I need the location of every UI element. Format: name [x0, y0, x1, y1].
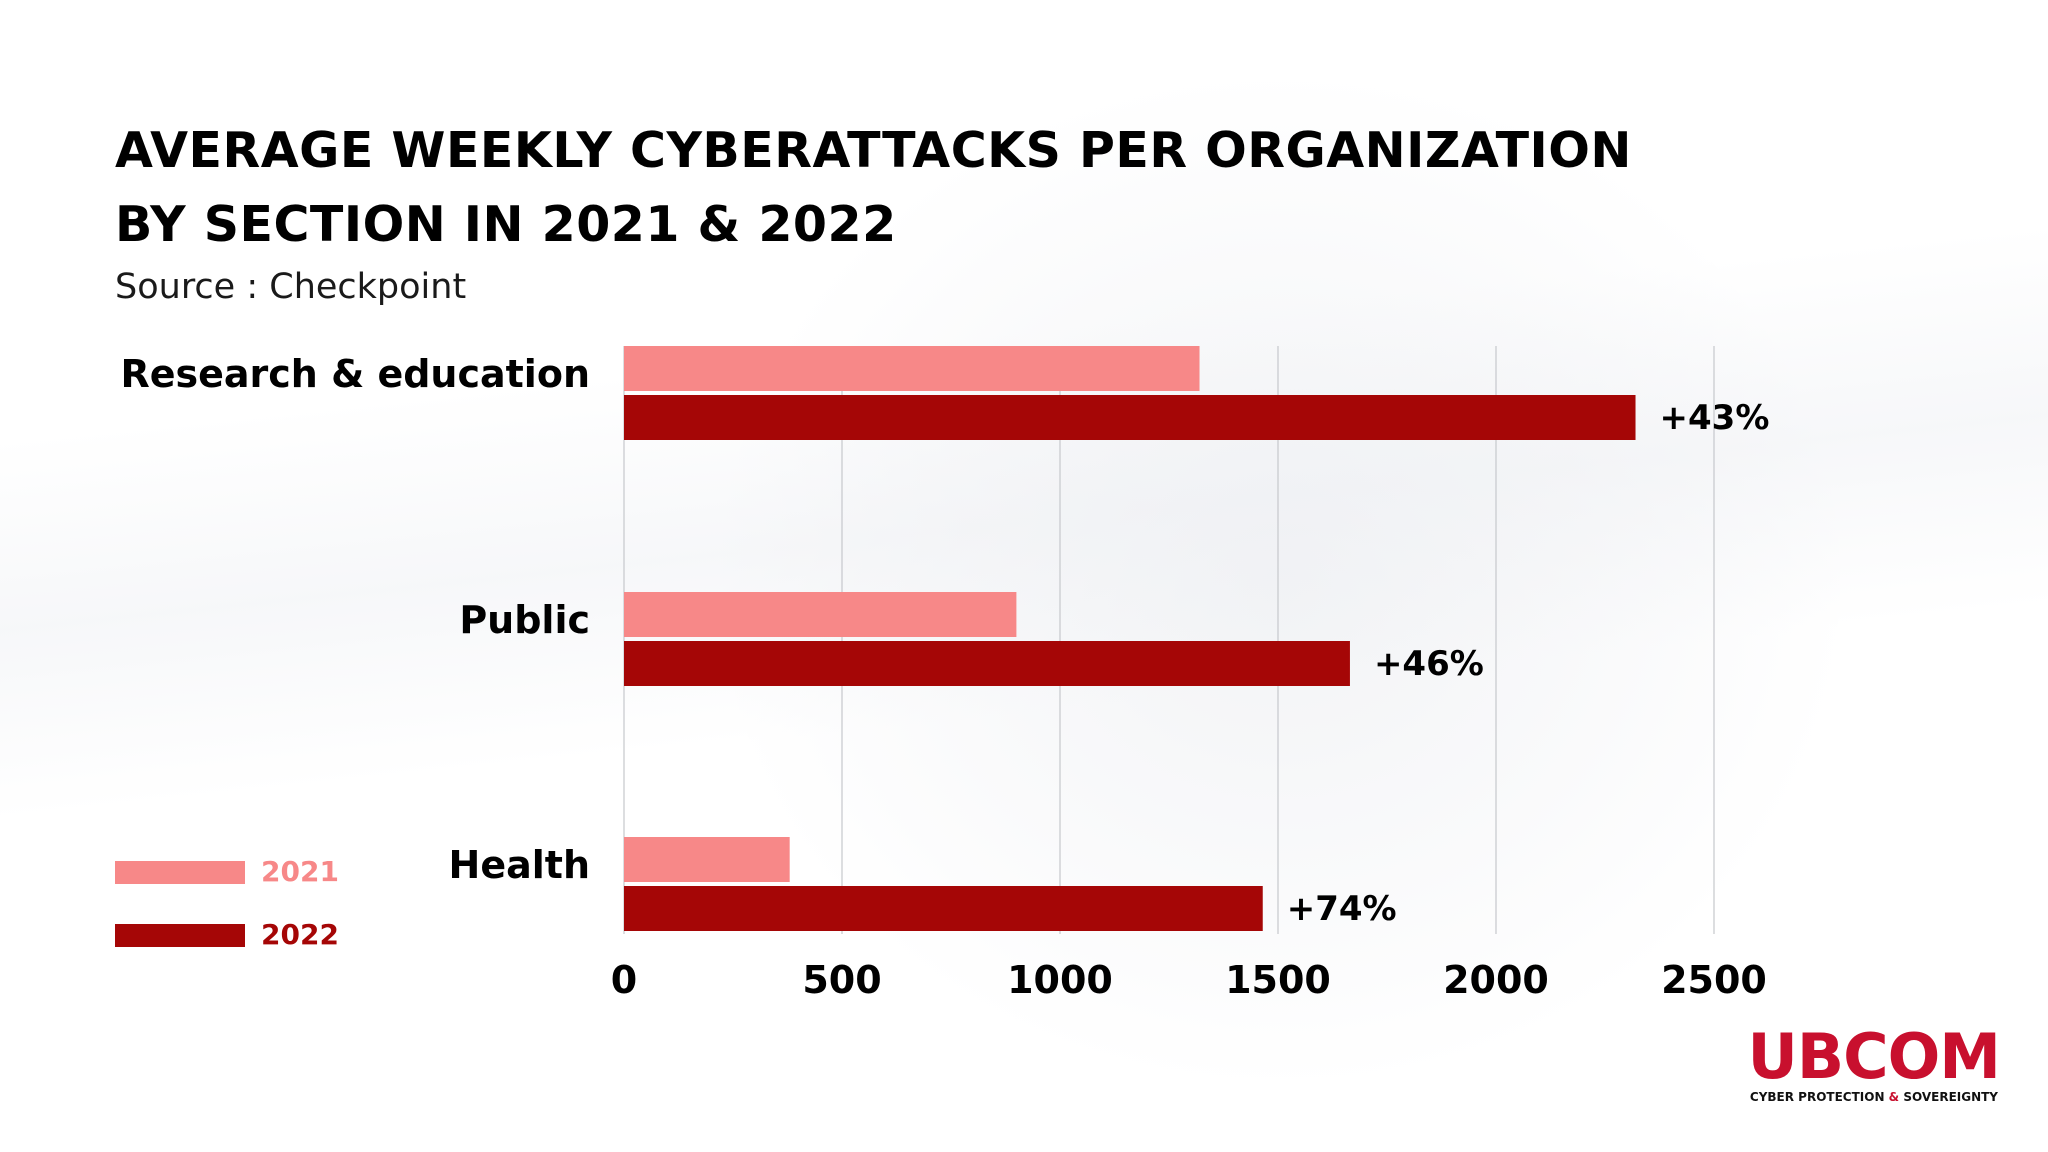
- x-tick-label-5: 2500: [1661, 958, 1767, 1002]
- bar-2022-0: [624, 395, 1636, 440]
- x-tick-label-3: 1500: [1225, 958, 1331, 1002]
- logo-tagline: CYBER PROTECTION & SOVEREIGNTY: [1750, 1090, 1998, 1104]
- category-label-2: Health: [449, 843, 590, 887]
- annotation-1: +46%: [1374, 644, 1484, 684]
- bar-2022-2: [624, 886, 1263, 931]
- logo-tagline-part-1: CYBER PROTECTION: [1749, 1090, 1889, 1104]
- category-label-1: Public: [459, 598, 590, 642]
- category-label-0: Research & education: [120, 352, 590, 396]
- chart-source: Source : Checkpoint: [115, 267, 467, 307]
- logo-tagline-part-2: SOVEREIGNTY: [1899, 1090, 1998, 1104]
- legend-label-2021: 2021: [261, 855, 339, 888]
- x-tick-label-0: 0: [611, 958, 637, 1002]
- bar-2021-2: [624, 837, 790, 882]
- x-tick-label-2: 1000: [1007, 958, 1113, 1002]
- chart-title-line-1: AVERAGE WEEKLY CYBERATTACKS PER ORGANIZA…: [115, 122, 1632, 179]
- annotation-2: +74%: [1287, 889, 1397, 929]
- legend-swatch-2021: [115, 861, 245, 884]
- x-tick-label-1: 500: [802, 958, 881, 1002]
- legend-label-2022: 2022: [261, 918, 339, 951]
- legend-swatch-2022: [115, 924, 245, 947]
- annotation-0: +43%: [1660, 398, 1770, 438]
- bar-2021-1: [624, 592, 1017, 637]
- x-tick-label-4: 2000: [1443, 958, 1549, 1002]
- bar-2021-0: [624, 346, 1200, 391]
- logo-tagline-ampersand: &: [1888, 1090, 1900, 1104]
- ubcom-logo: UBCOM CYBER PROTECTION & SOVEREIGNTY: [1747, 1022, 2001, 1105]
- bar-2022-1: [624, 641, 1350, 686]
- chart-title: AVERAGE WEEKLY CYBERATTACKS PER ORGANIZA…: [115, 114, 1632, 262]
- chart-title-line-2: BY SECTION IN 2021 & 2022: [115, 196, 897, 253]
- logo-wordmark: UBCOM: [1747, 1020, 2001, 1093]
